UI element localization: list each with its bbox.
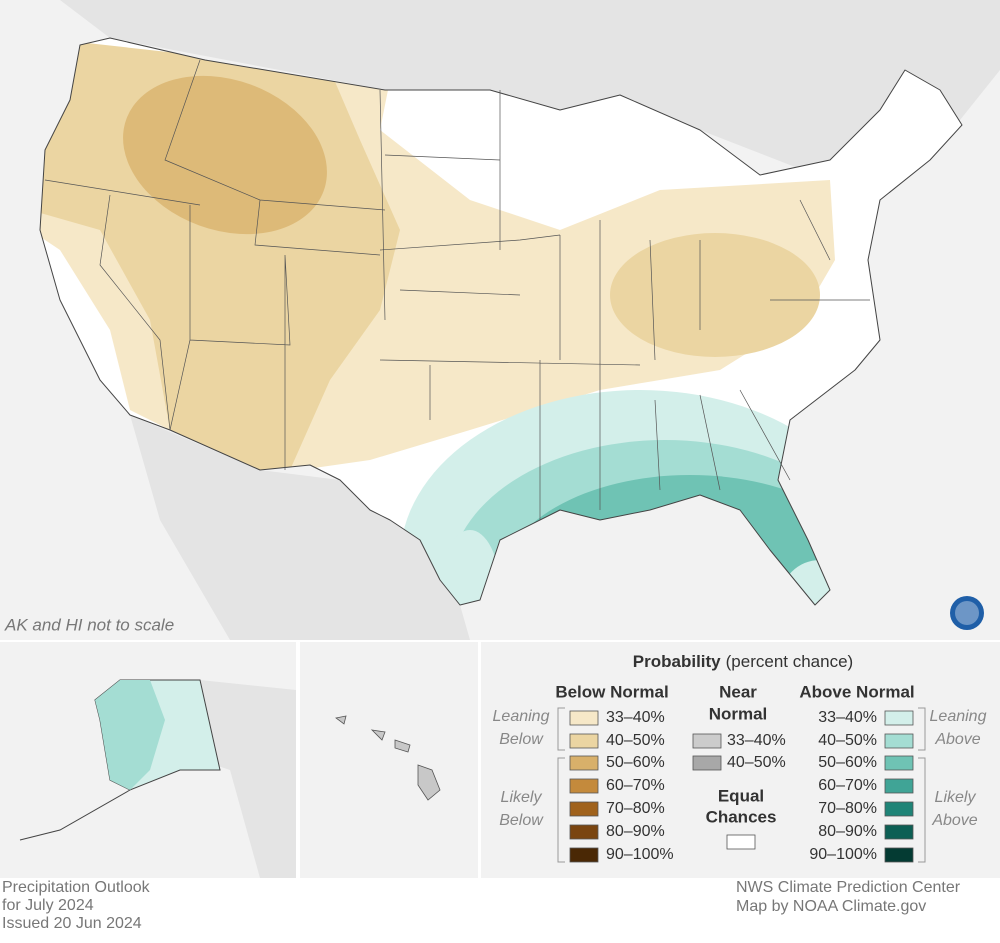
scale-note: AK and HI not to scale [4,615,174,634]
legend-title: Probability (percent chance) [633,652,853,671]
legend: Probability (percent chance) Below Normal 3… [493,652,987,863]
leaning-below: Below [499,731,544,748]
footer-left: for July 2024 [2,897,94,914]
leaning-below: Leaning [493,708,550,725]
above-label: 90–100% [809,846,877,863]
leaning-above: Leaning [930,708,987,725]
below-swatch [569,755,599,771]
likely-below: Below [499,812,544,829]
above-label: 40–50% [818,732,877,749]
us-outline [39,37,963,606]
above-label: 60–70% [818,777,877,794]
below-label: 40–50% [606,732,665,749]
below-bracket [557,707,565,863]
above-label: 33–40% [818,709,877,726]
near-heading: Normal [709,704,768,723]
above-33-40-texas-zone [440,530,500,605]
canada-inset [200,680,296,878]
state-lines [44,59,870,520]
above-swatch [884,778,914,794]
near-heading: Near [719,682,757,701]
below-swatch [569,778,599,794]
below-label: 60–70% [606,777,665,794]
footer-right: NWS Climate Prediction Center [736,879,961,896]
aleutians [19,789,131,841]
above-label: 80–90% [818,823,877,840]
noaa-logo-ring [955,601,979,625]
alaska-above-40-50 [95,680,165,790]
above-swatch [884,733,914,749]
below-label: 70–80% [606,800,665,817]
below-label: 80–90% [606,823,665,840]
footer-right: Map by NOAA Climate.gov [736,898,926,915]
likely-below: Likely [501,789,543,806]
legend-title-main: Probability [633,652,721,671]
canada [60,0,1000,200]
leaning-above: Above [934,731,980,748]
above-heading: Above Normal [799,682,914,701]
below-swatch [569,847,599,863]
footer-left: Precipitation Outlook [2,879,151,896]
hawaii-panel [300,642,478,878]
below-label: 33–40% [606,709,665,726]
above-swatch [884,710,914,726]
near-label: 40–50% [727,754,786,771]
hawaii-islands [335,715,441,801]
equal-heading: Equal [718,786,764,805]
above-label: 50–60% [818,754,877,771]
near-swatch [692,733,722,749]
near-label: 33–40% [727,732,786,749]
near-swatch [692,755,722,771]
below-swatch [569,801,599,817]
legend-subtitle: (percent chance) [726,652,854,671]
above-swatch [884,801,914,817]
above-swatch [884,755,914,771]
below-swatch [569,824,599,840]
footer-left: Issued 20 Jun 2024 [2,915,142,932]
above-label: 70–80% [818,800,877,817]
below-40-50-ohio-zone [610,233,820,357]
likely-above: Above [931,812,977,829]
below-label: 50–60% [606,754,665,771]
likely-above: Likely [935,789,977,806]
below-swatch [569,733,599,749]
below-50-60-zone [123,75,327,235]
below-swatch [569,710,599,726]
below-label: 90–100% [606,846,674,863]
equal-swatch [726,834,756,850]
mexico [130,415,470,640]
below-heading: Below Normal [555,682,668,701]
equal-heading: Chances [706,807,777,826]
above-swatch [884,847,914,863]
above-bracket [918,707,926,863]
above-swatch [884,824,914,840]
noaa-logo [950,596,984,630]
